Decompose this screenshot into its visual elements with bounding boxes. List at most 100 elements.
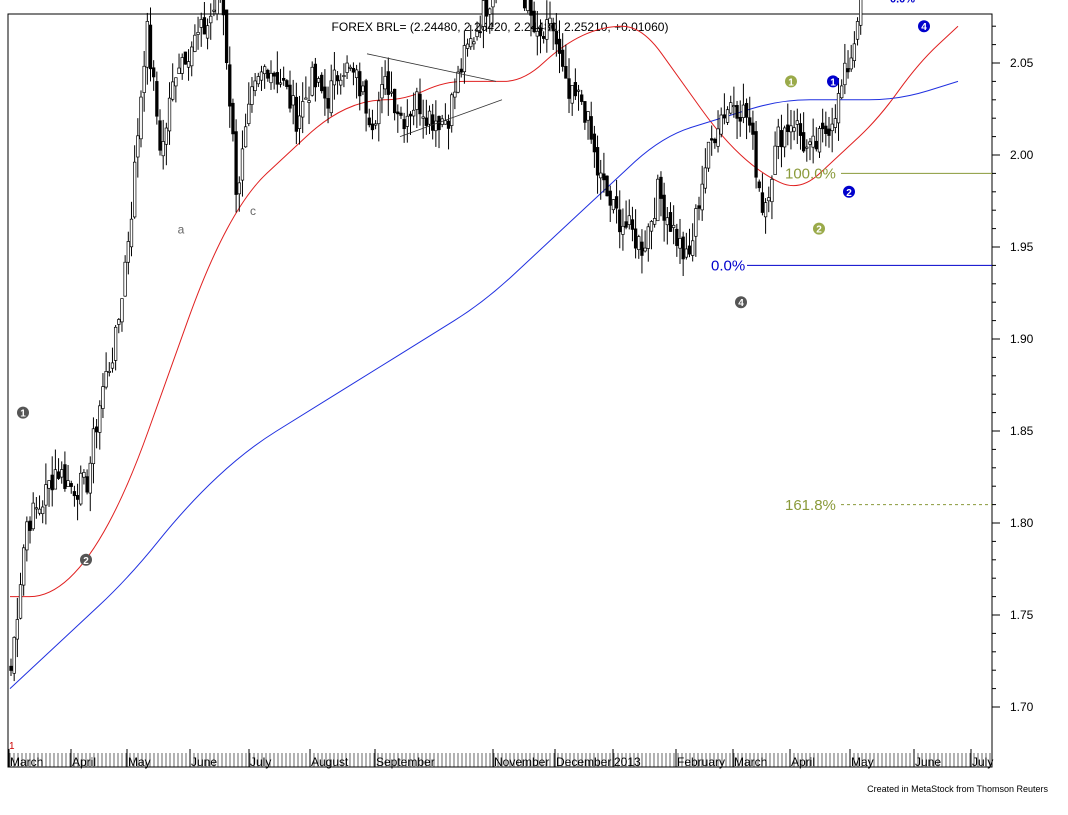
candle-body [133, 161, 137, 218]
candle-body [370, 123, 375, 131]
candle-body [88, 462, 92, 494]
candle-body [304, 97, 308, 100]
candle-body [177, 67, 181, 74]
candle-body [814, 140, 818, 150]
corner-marker: 1 [9, 741, 15, 752]
candle-body [633, 228, 638, 249]
candle-body [383, 75, 387, 90]
wave-label: 4 [918, 20, 930, 33]
candle-body [205, 25, 210, 39]
y-tick-label: 1.80 [1010, 516, 1034, 530]
candle-body [595, 147, 600, 176]
candle-body [291, 95, 295, 106]
candle-body [786, 124, 790, 133]
candle-body [28, 520, 32, 531]
candle-body [332, 69, 337, 86]
x-tick-label: June [915, 755, 941, 769]
candle-body [190, 46, 194, 67]
candle-body [142, 65, 146, 93]
candle-body [47, 480, 51, 489]
wave-label-bg [17, 406, 29, 419]
candle-body [782, 127, 787, 148]
candle-body [50, 474, 54, 491]
y-tick-label: 1.85 [1010, 424, 1034, 438]
wave-label: 2 [80, 553, 92, 567]
candle-body [691, 240, 695, 256]
candle-body [186, 61, 191, 68]
candle-body [592, 133, 597, 153]
candle-body [817, 128, 822, 153]
candle-body [129, 218, 134, 248]
candle-body [389, 91, 394, 94]
x-tick-label: April [72, 755, 96, 769]
candle-body [767, 197, 771, 202]
x-tick-label: 2013 [614, 755, 641, 769]
candle-body [193, 34, 197, 52]
candle-body [329, 80, 333, 114]
chart-credit: Created in MetaStock from Thomson Reuter… [867, 784, 1048, 794]
candle-body [98, 405, 102, 433]
candle-body [741, 104, 746, 118]
wave-label-bg [735, 296, 747, 309]
candle-body [659, 176, 663, 199]
candle-body [367, 117, 371, 126]
x-tick-label: May [851, 755, 874, 769]
candle-body [532, 10, 536, 33]
candle-body [253, 80, 257, 91]
candle-body [145, 21, 149, 68]
candle-body [748, 117, 752, 126]
wave-label: 1 [785, 75, 797, 88]
candle-body [608, 190, 612, 206]
wave-label-text: a [178, 223, 185, 237]
candle-body [465, 43, 470, 49]
candle-body [282, 77, 286, 81]
candle-body [481, 0, 486, 27]
triangle-upper-line [366, 53, 497, 82]
candle-body [456, 71, 460, 93]
wave-label-text: 1 [20, 409, 26, 420]
candle-body [640, 241, 644, 256]
candle-body [342, 75, 346, 78]
candle-body [446, 120, 451, 129]
candle-body [266, 69, 270, 79]
candle-body [722, 114, 727, 119]
candle-body [830, 123, 834, 132]
candle-body [488, 8, 492, 15]
triangle-lower-line [399, 99, 503, 137]
candle-body [66, 480, 70, 487]
candle-body [621, 225, 625, 235]
candle-body [345, 62, 349, 73]
x-tick-label: June [191, 755, 217, 769]
candle-body [478, 31, 482, 34]
candle-body [614, 196, 619, 209]
candle-body [41, 506, 45, 515]
candle-body [9, 665, 13, 671]
candle-body [44, 484, 48, 506]
candle-body [408, 113, 413, 117]
candle-body [586, 111, 590, 121]
candle-body [700, 183, 704, 211]
wave-label-text: 1 [830, 77, 836, 88]
candle-body [763, 202, 768, 218]
candle-body [53, 469, 58, 490]
candle-body [228, 64, 232, 107]
candle-body [713, 138, 717, 144]
candle-body [392, 88, 397, 114]
candle-body [161, 141, 165, 157]
candle-body [706, 141, 711, 169]
candle-body [373, 123, 378, 126]
candle-body [361, 85, 365, 93]
candle-body [15, 619, 19, 640]
candle-body [770, 178, 774, 203]
candle-body [855, 21, 860, 40]
candle-body [196, 31, 200, 35]
wave-label-bg [843, 185, 855, 198]
candle-body [231, 102, 235, 135]
candle-body [412, 109, 416, 117]
wave-label-text: 4 [921, 22, 927, 33]
candle-body [630, 219, 635, 230]
candle-body [79, 472, 83, 505]
candle-body [63, 464, 67, 489]
candle-body [301, 101, 305, 118]
candle-body [545, 19, 549, 40]
